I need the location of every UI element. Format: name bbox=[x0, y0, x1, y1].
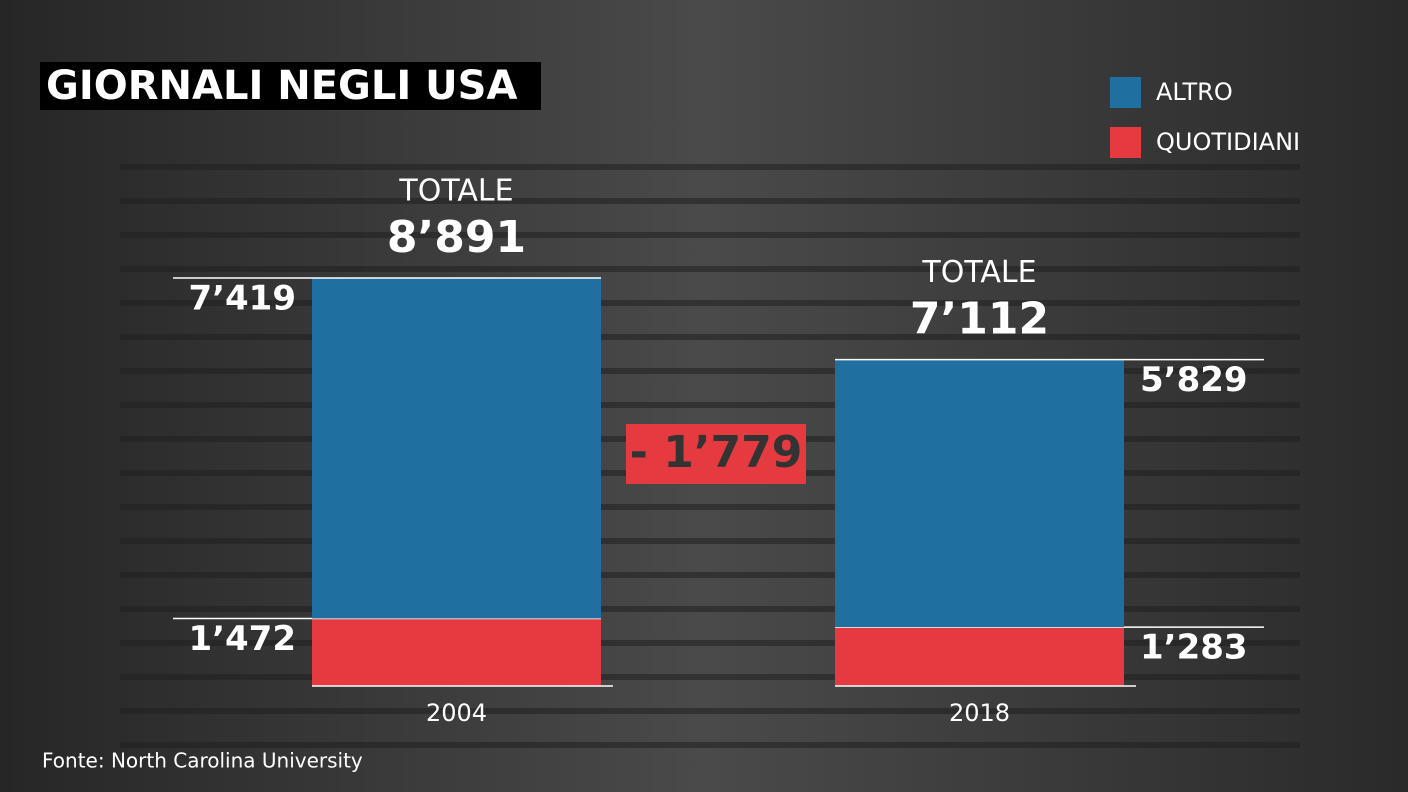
source: Fonte: North Carolina University bbox=[42, 749, 363, 773]
legend-swatch bbox=[1110, 127, 1141, 158]
total-value: 8’891 bbox=[387, 212, 526, 263]
legend-swatch bbox=[1110, 77, 1141, 108]
difference-box bbox=[626, 424, 806, 484]
total-caption: TOTALE bbox=[921, 255, 1036, 290]
chart-title: GIORNALI NEGLI USA bbox=[46, 63, 517, 109]
difference-label: - 1’779 bbox=[630, 427, 803, 478]
legend: ALTRO QUOTIDIANI bbox=[1110, 77, 1300, 158]
value-label: 5’829 bbox=[1140, 360, 1248, 400]
bar-segment bbox=[312, 618, 601, 686]
total-value: 7’112 bbox=[910, 294, 1049, 345]
value-label: 7’419 bbox=[188, 279, 296, 319]
value-label: 1’472 bbox=[188, 619, 296, 659]
bar-segment bbox=[835, 359, 1124, 628]
value-label: 1’283 bbox=[1140, 628, 1248, 668]
x-tick-label: 2018 bbox=[949, 699, 1010, 727]
title-box bbox=[40, 62, 541, 110]
bar-segment bbox=[312, 278, 601, 619]
bar-segment bbox=[835, 627, 1124, 686]
x-tick-label: 2004 bbox=[426, 699, 487, 727]
legend-label: ALTRO bbox=[1156, 78, 1233, 106]
legend-label: QUOTIDIANI bbox=[1156, 128, 1300, 156]
total-caption: TOTALE bbox=[398, 174, 513, 209]
